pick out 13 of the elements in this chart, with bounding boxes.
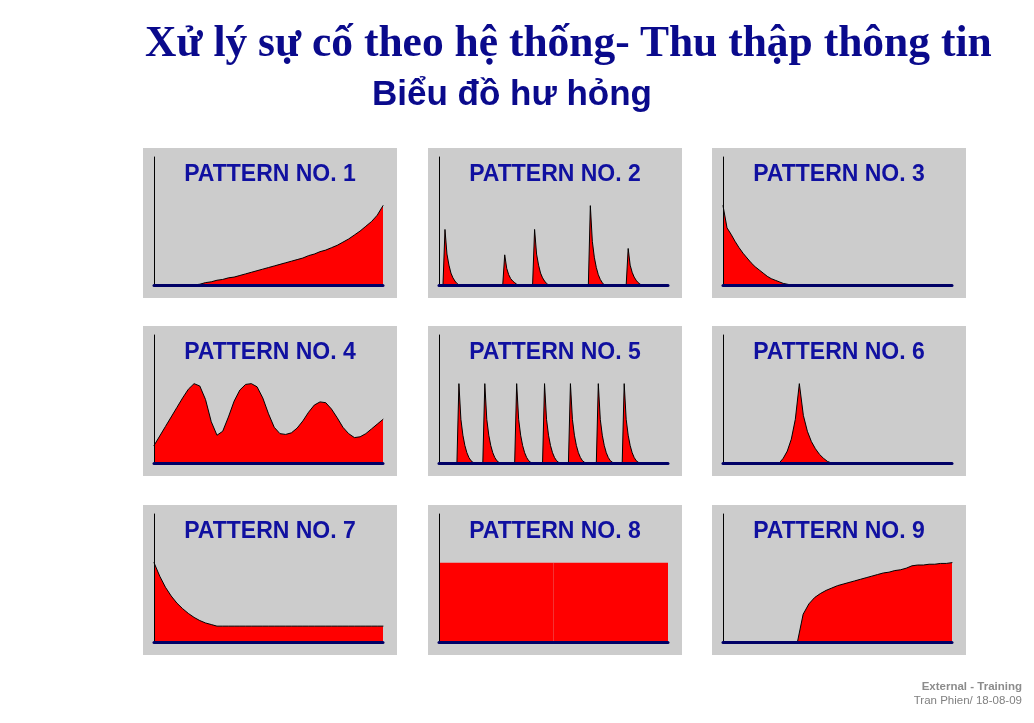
text: Xử lý sự cố theo hệ thống- Thu thập thông tin bbox=[145, 17, 992, 65]
chart-title: PATTERN NO. 9 bbox=[753, 516, 925, 543]
chart-title: PATTERN NO. 4 bbox=[184, 337, 357, 364]
chart-title: PATTERN NO. 3 bbox=[753, 159, 925, 186]
text: External - Training bbox=[920, 679, 1022, 693]
chart-title: PATTERN NO. 1 bbox=[184, 159, 357, 186]
chart-title: PATTERN NO. 7 bbox=[184, 516, 356, 543]
chart-title: PATTERN NO. 5 bbox=[469, 337, 642, 364]
text: Biểu đồ hư hỏng bbox=[371, 73, 653, 112]
chart-title: PATTERN NO. 2 bbox=[469, 159, 641, 186]
chart-title: PATTERN NO. 8 bbox=[469, 516, 642, 543]
text: Tran Phien/ 18-08-09 bbox=[913, 693, 1022, 707]
chart-title: PATTERN NO. 6 bbox=[753, 337, 925, 364]
